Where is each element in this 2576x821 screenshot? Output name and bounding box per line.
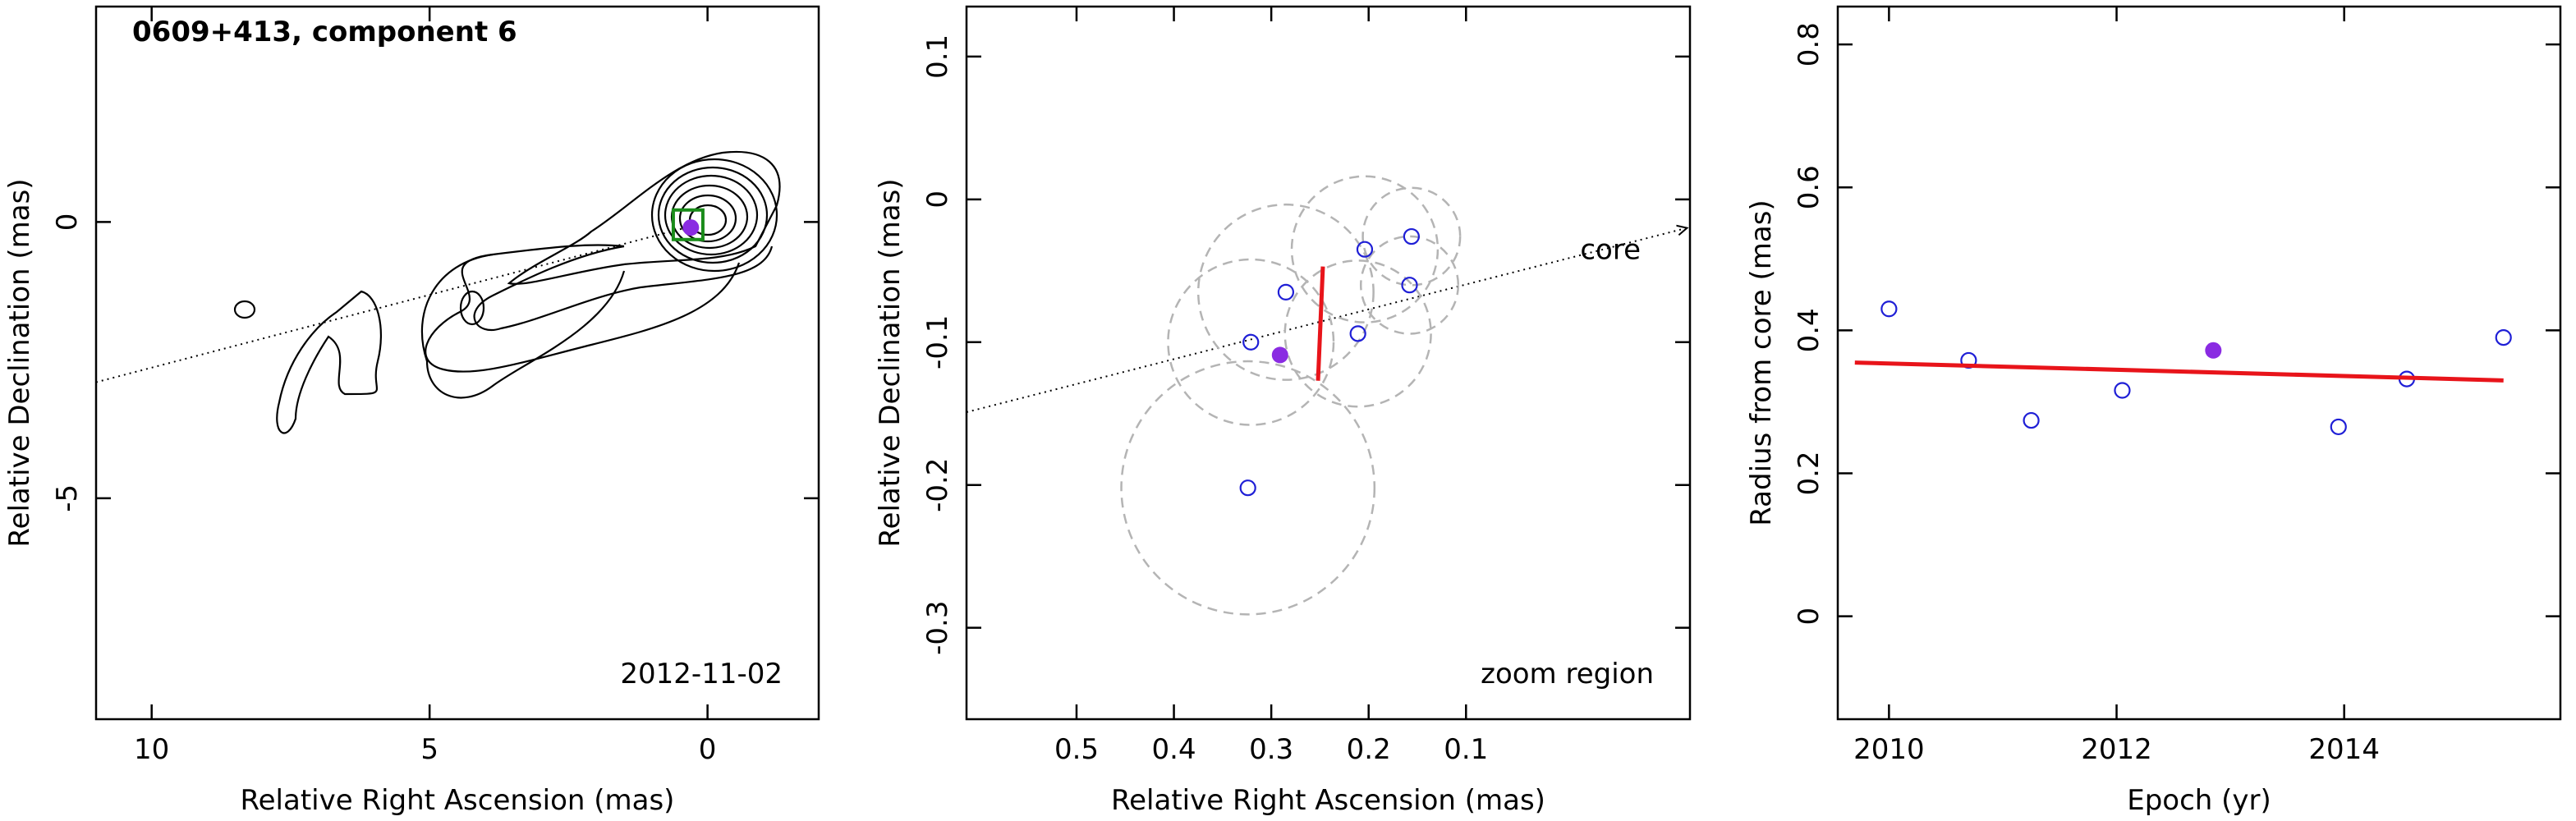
error-circle (1120, 360, 1376, 616)
x-tick-label: 0 (699, 733, 717, 766)
point (2023, 411, 2040, 429)
y-tick-label: 0.2 (1793, 451, 1825, 495)
error-circle (1196, 203, 1375, 381)
point (1880, 300, 1898, 318)
error-circle (1283, 259, 1432, 408)
y-tick-label: 0.1 (921, 34, 954, 79)
point (2330, 418, 2347, 436)
x-tick-label: 10 (134, 733, 169, 766)
point (1277, 283, 1295, 300)
fit-line (1854, 360, 2504, 383)
point (2495, 328, 2512, 346)
chart-title: 0609+413, component 6 (132, 16, 517, 48)
fit-line (1316, 266, 1325, 381)
x-tick-label: 5 (420, 733, 439, 766)
plot-frame (965, 5, 1692, 721)
direction-line (966, 228, 1687, 413)
y-axis-label: Relative Declination (mas) (3, 178, 36, 547)
point (1239, 479, 1256, 497)
component (682, 219, 700, 236)
x-tick-label: 0.4 (1152, 733, 1196, 766)
point (1401, 277, 1418, 294)
error-circle (1359, 235, 1460, 335)
x-tick-label: 2012 (2081, 733, 2152, 766)
x-axis-label: Epoch (yr) (2127, 784, 2271, 817)
x-axis-label: Relative Right Ascension (mas) (1111, 784, 1545, 817)
annotation: 2012-11-02 (620, 658, 783, 690)
point (2114, 382, 2131, 399)
y-axis-label: Radius from core (mas) (1745, 200, 1778, 525)
y-tick-label: -0.3 (921, 601, 954, 655)
x-tick-label: 0.2 (1347, 733, 1391, 766)
y-tick-label: 0.4 (1793, 308, 1825, 352)
component-box (671, 208, 705, 241)
y-tick-label: 0 (51, 213, 84, 232)
y-tick-label: 0.8 (1793, 22, 1825, 67)
error-circle (1361, 186, 1462, 287)
line-label: core (1580, 234, 1641, 267)
x-axis-label: Relative Right Ascension (mas) (241, 784, 675, 817)
y-tick-label: -0.2 (921, 458, 954, 512)
point (1960, 351, 1977, 369)
plot-frame (1836, 5, 2562, 721)
y-tick-label: 0 (921, 190, 954, 209)
x-tick-label: 2010 (1853, 733, 1925, 766)
x-tick-label: 0.5 (1054, 733, 1099, 766)
highlight (1271, 346, 1288, 364)
y-tick-label: 0.6 (1793, 165, 1825, 209)
point (1349, 325, 1366, 342)
point (1403, 227, 1420, 245)
contours (233, 150, 781, 434)
annotation: zoom region (1481, 658, 1654, 690)
highlight (2205, 342, 2222, 359)
y-axis-label: Relative Declination (mas) (874, 178, 907, 547)
x-tick-label: 0.3 (1249, 733, 1293, 766)
y-tick-label: -0.1 (921, 315, 954, 369)
point (1356, 241, 1374, 258)
plot-frame (94, 5, 820, 721)
point (1242, 333, 1260, 351)
y-tick-label: 0 (1793, 608, 1825, 626)
error-circle (1167, 258, 1335, 426)
y-tick-label: -5 (51, 484, 84, 512)
x-tick-label: 2014 (2308, 733, 2380, 766)
x-tick-label: 0.1 (1444, 733, 1488, 766)
error-circle (1290, 175, 1440, 323)
